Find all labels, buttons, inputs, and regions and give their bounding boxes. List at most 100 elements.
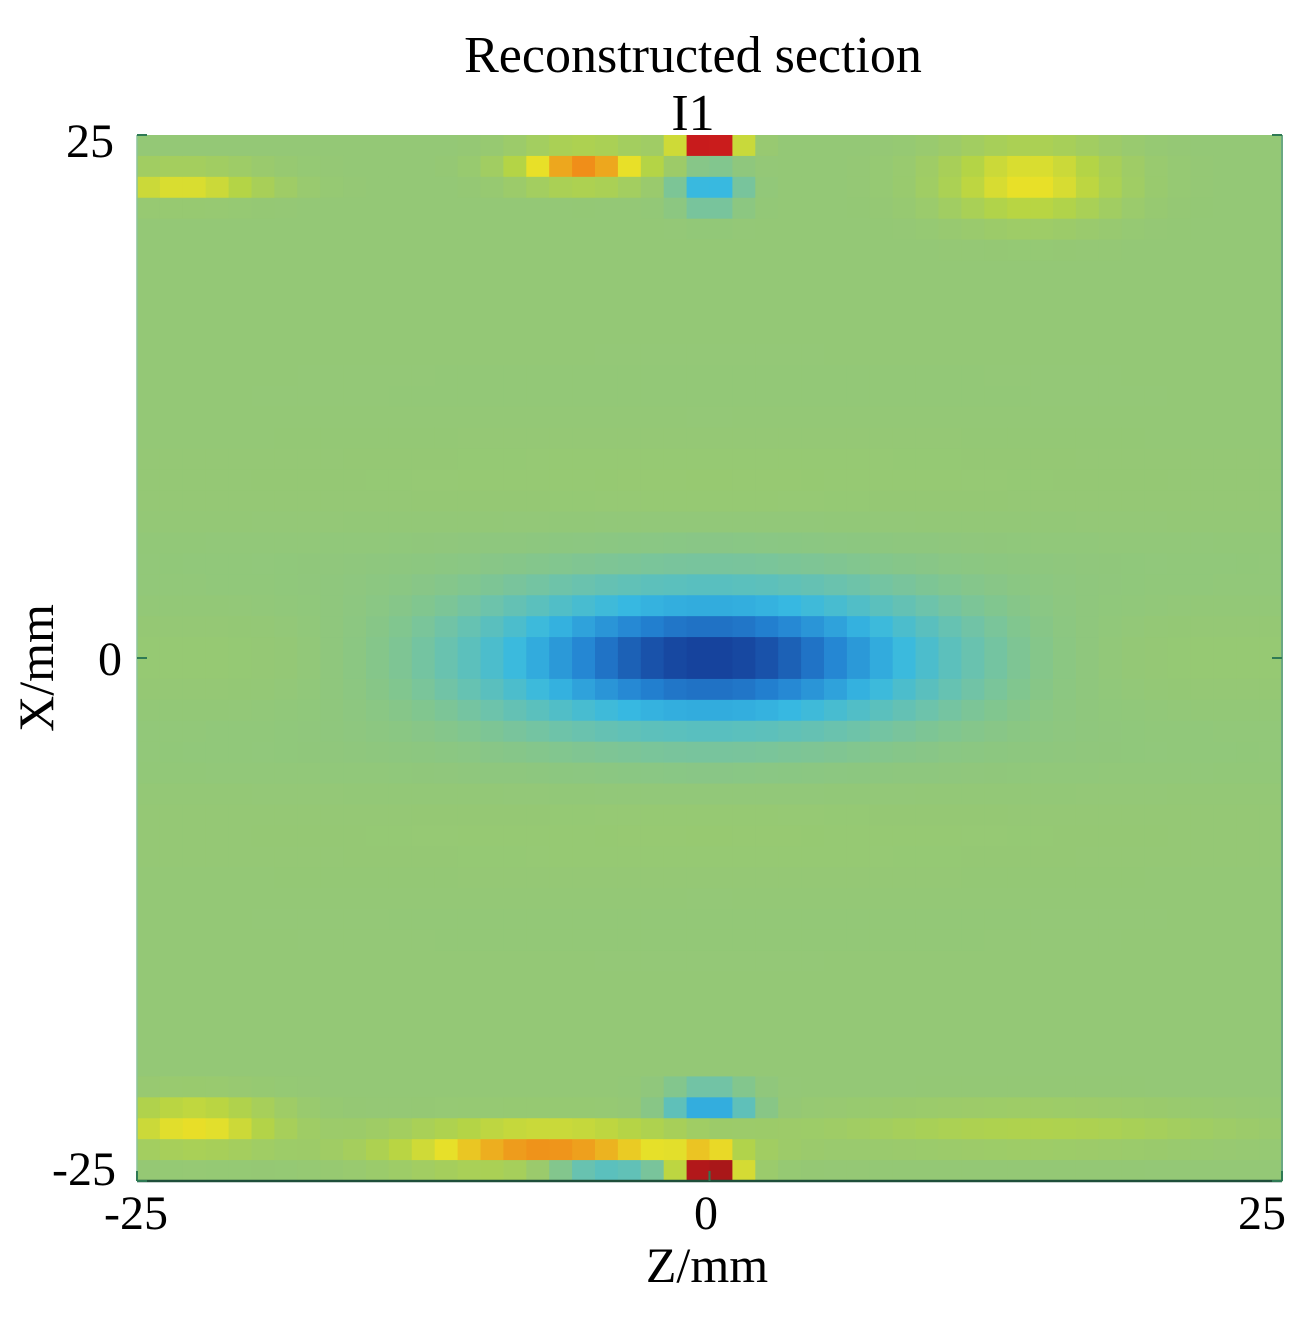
heatmap-cell — [1007, 218, 1031, 241]
heatmap-cell — [1030, 720, 1054, 743]
heatmap-cell — [274, 846, 298, 868]
heatmap-cell — [1053, 302, 1077, 324]
heatmap-cell — [572, 302, 596, 324]
heatmap-cell — [1007, 1013, 1031, 1036]
heatmap-cell — [801, 888, 825, 910]
heatmap-cell — [1167, 386, 1191, 408]
heatmap-cell — [1167, 469, 1191, 492]
heatmap-cell — [709, 783, 733, 806]
heatmap-cell — [1030, 741, 1054, 764]
heatmap-cell — [846, 511, 871, 534]
heatmap-cell — [1075, 804, 1100, 826]
heatmap-cell — [778, 532, 802, 554]
heatmap-cell — [388, 867, 413, 889]
heatmap-cell — [1144, 469, 1169, 492]
heatmap-cell — [388, 992, 413, 1015]
heatmap-cell — [1098, 574, 1123, 596]
heatmap-cell — [251, 448, 275, 471]
heatmap-cell — [503, 553, 527, 575]
heatmap-cell — [686, 971, 711, 994]
heatmap-cell — [617, 365, 642, 387]
heatmap-cell — [617, 929, 642, 952]
heatmap-cell — [938, 239, 962, 262]
heatmap-cell — [892, 218, 917, 241]
heatmap-cell — [137, 720, 161, 743]
heatmap-cell — [549, 365, 573, 387]
heatmap-cell — [1098, 595, 1123, 617]
heatmap-cell — [1167, 846, 1191, 868]
heatmap-cell — [617, 1118, 642, 1140]
heatmap-cell — [366, 218, 390, 241]
heatmap-cell — [686, 909, 711, 931]
heatmap-cell — [915, 344, 940, 366]
heatmap-cell — [297, 929, 321, 952]
heatmap-cell — [503, 1097, 527, 1119]
heatmap-cell — [205, 699, 230, 722]
heatmap-cell — [824, 929, 848, 952]
heatmap-cell — [1121, 950, 1146, 973]
heatmap-cell — [1030, 532, 1054, 554]
heatmap-cell — [343, 323, 367, 345]
heatmap-cell — [595, 1118, 619, 1140]
heatmap-cell — [1053, 260, 1077, 283]
heatmap-cell — [457, 971, 482, 994]
heatmap-cell — [892, 971, 917, 994]
heatmap-cell — [686, 595, 711, 617]
heatmap-cell — [1053, 1118, 1077, 1140]
heatmap-cell — [388, 406, 413, 429]
heatmap-cell — [846, 1076, 871, 1098]
heatmap-cell — [572, 950, 596, 973]
heatmap-cell — [915, 720, 940, 743]
heatmap-cell — [984, 1139, 1008, 1161]
heatmap-cell — [137, 553, 161, 575]
heatmap-cell — [961, 699, 985, 722]
heatmap-cell — [411, 365, 436, 387]
heatmap-cell — [1075, 888, 1100, 910]
heatmap-cell — [1167, 678, 1191, 701]
heatmap-cell — [1098, 302, 1123, 324]
heatmap-cell — [846, 741, 871, 764]
heatmap-cell — [503, 574, 527, 596]
heatmap-cell — [1259, 909, 1283, 931]
heatmap-cell — [846, 427, 871, 450]
heatmap-cell — [411, 197, 436, 220]
heatmap-cell — [251, 406, 275, 429]
heatmap-cells — [137, 135, 1283, 1182]
heatmap-cell — [366, 553, 390, 575]
heatmap-cell — [411, 909, 436, 931]
heatmap-cell — [1213, 197, 1237, 220]
heatmap-cell — [915, 992, 940, 1015]
heatmap-cell — [526, 323, 550, 345]
heatmap-cell — [709, 1118, 733, 1140]
heatmap-cell — [137, 323, 161, 345]
heatmap-cell — [228, 909, 253, 931]
heatmap-cell — [732, 135, 756, 157]
heatmap-cell — [938, 218, 962, 241]
heatmap-cell — [1190, 1160, 1214, 1182]
heatmap-cell — [892, 1139, 917, 1161]
heatmap-cell — [1030, 971, 1054, 994]
heatmap-cell — [251, 637, 275, 659]
heatmap-cell — [182, 846, 207, 868]
heatmap-cell — [1075, 1160, 1100, 1182]
heatmap-cell — [801, 595, 825, 617]
heatmap-cell — [938, 155, 962, 178]
heatmap-cell — [1098, 218, 1123, 241]
heatmap-cell — [343, 176, 367, 199]
heatmap-cell — [961, 281, 985, 303]
heatmap-cell — [205, 1055, 230, 1077]
heatmap-cell — [159, 386, 184, 408]
heatmap-cell — [1053, 637, 1077, 659]
heatmap-cell — [297, 469, 321, 492]
heatmap-cell — [1259, 155, 1283, 178]
heatmap-cell — [709, 469, 733, 492]
heatmap-cell — [480, 678, 504, 701]
heatmap-cell — [572, 239, 596, 262]
heatmap-cell — [228, 260, 253, 283]
heatmap-cell — [915, 678, 940, 701]
heatmap-cell — [984, 1160, 1008, 1182]
heatmap-cell — [961, 595, 985, 617]
heatmap-cell — [709, 553, 733, 575]
heatmap-cell — [961, 469, 985, 492]
heatmap-cell — [480, 971, 504, 994]
